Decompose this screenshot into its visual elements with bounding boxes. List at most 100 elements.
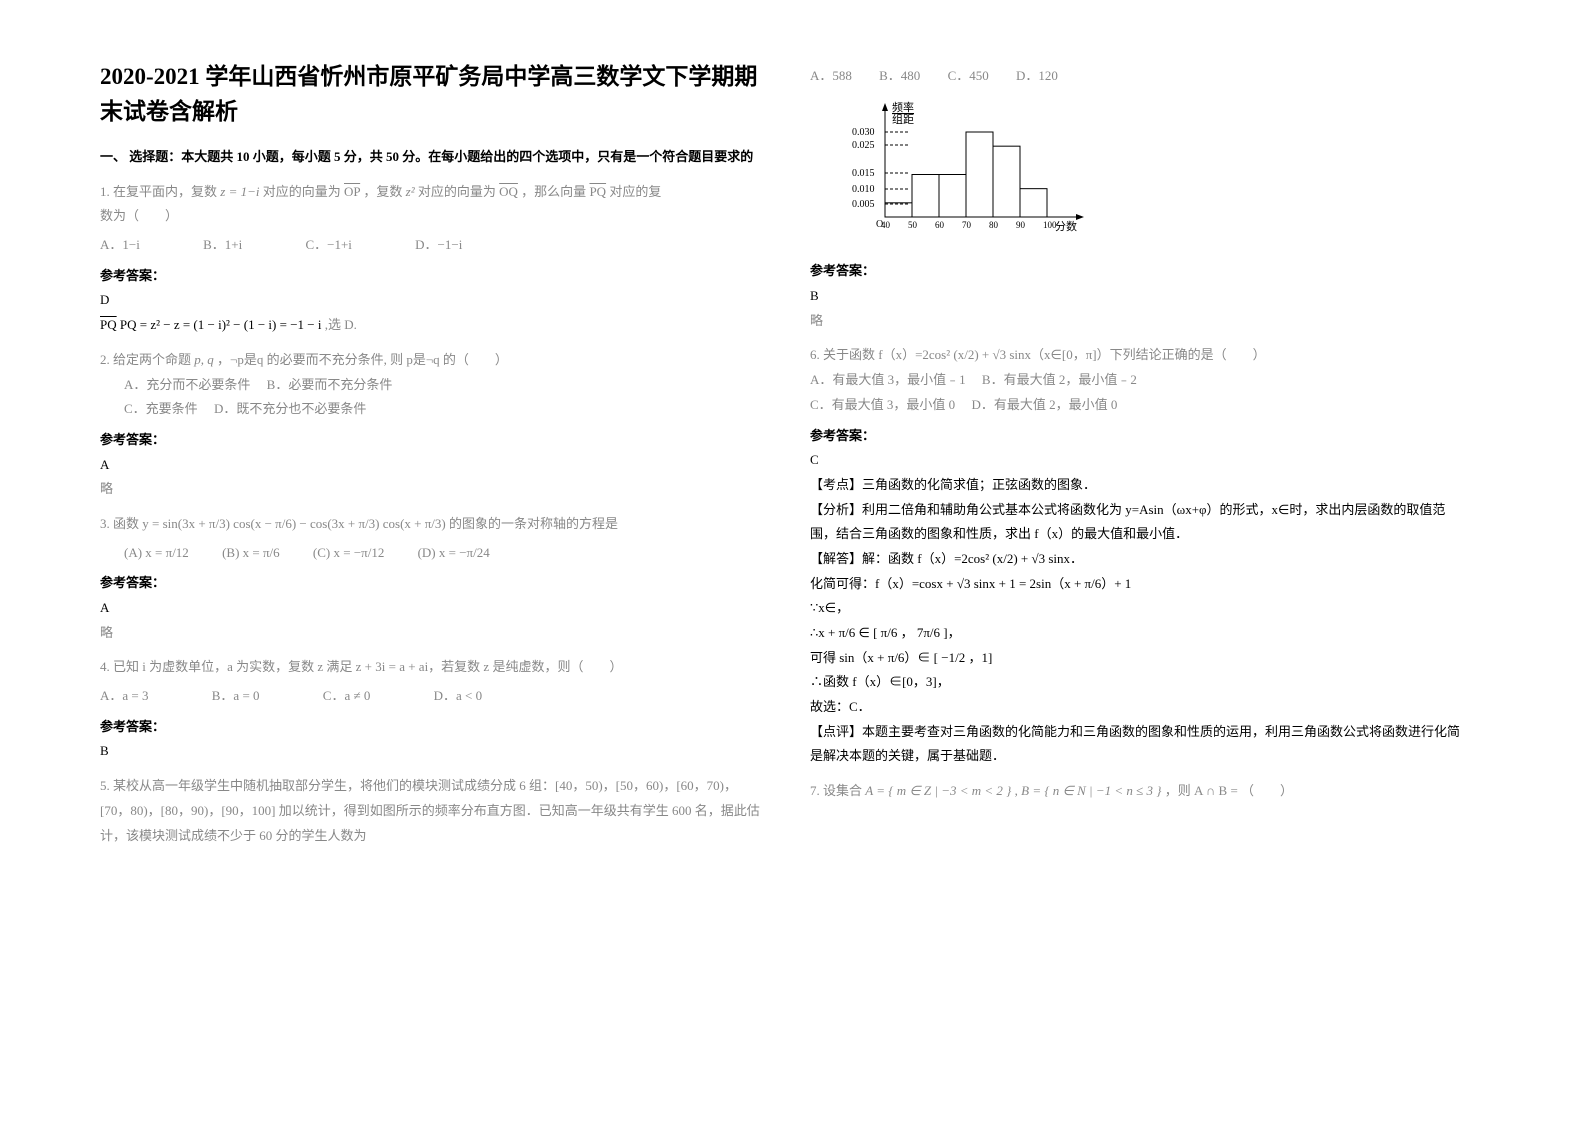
q1-opt-a: A．1−i — [100, 233, 140, 258]
q6-opt-a: A．有最大值 3，最小值﹣1 — [810, 372, 966, 387]
q7-B: B = { n ∈ N | −1 < n ≤ 3 } — [1021, 783, 1161, 798]
q6-fx: 【分析】利用二倍角和辅助角公式基本公式将函数化为 y=Asin（ωx+φ）的形式… — [810, 498, 1470, 547]
svg-text:分数: 分数 — [1055, 220, 1077, 233]
q5-opt-a: A．588 — [810, 64, 852, 89]
q6-s2: 化简可得：f（x）=cosx + √3 sinx + 1 = 2sin（x + … — [810, 572, 1470, 597]
q5-note: 略 — [810, 309, 1470, 334]
q6-dp: 【点评】本题主要考查对三角函数的化简能力和三角函数的图象和性质的运用，利用三角函… — [810, 720, 1470, 769]
q1-stem-d: 对应的向量为 — [418, 184, 496, 199]
svg-text:90: 90 — [1016, 220, 1026, 230]
q1-stem-e: ，那么向量 — [521, 184, 586, 199]
svg-text:0.010: 0.010 — [852, 184, 875, 195]
q1-stem-c: ，复数 — [363, 184, 402, 199]
q6-opt-d: D．有最大值 2，最小值 0 — [971, 397, 1117, 412]
q5-options: A．588 B．480 C．450 D．120 — [810, 64, 1470, 89]
svg-text:60: 60 — [935, 220, 945, 230]
q2-stem-a: 2. 给定两个命题 — [100, 352, 194, 367]
svg-text:频率: 频率 — [892, 100, 914, 114]
q4-ans-label: 参考答案： — [100, 715, 760, 740]
q6-stem: 6. 关于函数 f（x）=2cos² (x/2) + √3 sinx（x∈[0，… — [810, 343, 1470, 368]
q1-stem-g: 数为（ ） — [100, 204, 760, 229]
q1-z2: z² — [406, 184, 415, 199]
q1-opt-d: D．−1−i — [415, 233, 462, 258]
q1-stem-b: 对应的向量为 — [263, 184, 341, 199]
q2-opt-c: C．充要条件 — [124, 401, 198, 416]
q4-options: A．a = 3 B．a = 0 C．a ≠ 0 D．a < 0 — [100, 684, 760, 709]
q4-opt-d: D．a < 0 — [434, 684, 483, 709]
q2-pq: p, q — [194, 352, 214, 367]
q2-stem-b: ，¬p是q 的必要而不充分条件, 则 p是¬q 的（ ） — [217, 352, 508, 367]
q6-opt-b: B．有最大值 2，最小值﹣2 — [982, 372, 1137, 387]
q7-stem-b: ，则 A ∩ B = （ ） — [1165, 783, 1293, 798]
section-head: 一、 选择题：本大题共 10 小题，每小题 5 分，共 50 分。在每小题给出的… — [100, 145, 760, 170]
q7: 7. 设集合 A = { m ∈ Z | −3 < m < 2 } , B = … — [810, 779, 1470, 804]
svg-text:0.030: 0.030 — [852, 127, 875, 138]
q1-expl-eq: PQ = z² − z = (1 − i)² − (1 − i) = −1 − … — [120, 317, 322, 332]
q5-stem: 5. 某校从高一年级学生中随机抽取部分学生，将他们的模块测试成绩分成 6 组：[… — [100, 774, 760, 848]
q6-opts-row1: A．有最大值 3，最小值﹣1 B．有最大值 2，最小值﹣2 — [810, 368, 1470, 393]
q1-op: OP — [344, 184, 360, 199]
q1-options: A．1−i B．1+i C．−1+i D．−1−i — [100, 233, 760, 258]
q1-expl-tail: ,选 D. — [325, 317, 357, 332]
q4-ans: B — [100, 739, 760, 764]
q4-opt-a: A．a = 3 — [100, 684, 149, 709]
q5-ans: B — [810, 284, 1470, 309]
q6-opts-row2: C．有最大值 3，最小值 0 D．有最大值 2，最小值 0 — [810, 393, 1470, 418]
q3-ans: A — [100, 596, 760, 621]
q3-ans-label: 参考答案： — [100, 571, 760, 596]
q6-s6: ∴函数 f（x）∈[0，3]， — [810, 670, 1470, 695]
q1-opt-c: C．−1+i — [305, 233, 351, 258]
q4-stem: 4. 已知 i 为虚数单位，a 为实数，复数 z 满足 z + 3i = a +… — [100, 655, 760, 680]
q6-ans-label: 参考答案： — [810, 424, 1470, 449]
q5-opt-c: C．450 — [948, 64, 989, 89]
q2-opt-a: A．充分而不必要条件 — [124, 377, 250, 392]
q3-opt-d: (D) x = −π/24 — [418, 541, 490, 566]
histogram: 频率 组距 0.030 0.025 0.015 0.010 0.005 O 40… — [840, 97, 1100, 237]
q1-stem-a: 1. 在复平面内，复数 — [100, 184, 217, 199]
q3-opt-c: (C) x = −π/12 — [313, 541, 384, 566]
q6-kd: 【考点】三角函数的化简求值；正弦函数的图象． — [810, 473, 1470, 498]
q6-ans: C — [810, 448, 1470, 473]
q1-ans-label: 参考答案： — [100, 264, 760, 289]
q2-ans: A — [100, 453, 760, 478]
q1-expl: PQ PQ = z² − z = (1 − i)² − (1 − i) = −1… — [100, 313, 760, 338]
q3-note: 略 — [100, 621, 760, 646]
q6-s7: 故选：C． — [810, 695, 1470, 720]
svg-text:0.015: 0.015 — [852, 168, 875, 179]
q7-stem-a: 7. 设集合 — [810, 783, 865, 798]
q6-s3: ∵x∈， — [810, 596, 1470, 621]
q2-opt-b: B．必要而不充分条件 — [267, 377, 393, 392]
svg-text:0.005: 0.005 — [852, 199, 875, 210]
q3-stem: 3. 函数 y = sin(3x + π/3) cos(x − π/6) − c… — [100, 512, 760, 537]
q1-stem-f: 对应的复 — [609, 184, 661, 199]
q1-opt-b: B．1+i — [203, 233, 242, 258]
q6-s1: 【解答】解：函数 f（x）=2cos² (x/2) + √3 sinx． — [810, 547, 1470, 572]
q2-note: 略 — [100, 477, 760, 502]
q2-opt-d: D．既不充分也不必要条件 — [214, 401, 366, 416]
q5-opt-b: B．480 — [879, 64, 920, 89]
svg-text:50: 50 — [908, 220, 918, 230]
q2: 2. 给定两个命题 p, q ，¬p是q 的必要而不充分条件, 则 p是¬q 的… — [100, 348, 760, 422]
svg-text:70: 70 — [962, 220, 972, 230]
q1-oq: OQ — [499, 184, 518, 199]
q6-s4: ∴x + π/6 ∈ [ π/6 ， 7π/6 ]， — [810, 621, 1470, 646]
svg-text:0.025: 0.025 — [852, 140, 875, 151]
q3-opt-a: (A) x = π/12 — [124, 541, 189, 566]
svg-text:40: 40 — [881, 220, 891, 230]
q5-opt-d: D．120 — [1016, 64, 1058, 89]
svg-text:组距: 组距 — [892, 112, 914, 126]
q1: 1. 在复平面内，复数 z = 1−i 对应的向量为 OP ，复数 z² 对应的… — [100, 180, 760, 229]
q2-ans-label: 参考答案： — [100, 428, 760, 453]
q3-options: (A) x = π/12 (B) x = π/6 (C) x = −π/12 (… — [100, 541, 760, 566]
q1-expl-pq: PQ — [100, 317, 117, 332]
q5-ans-label: 参考答案： — [810, 259, 1470, 284]
q6-s5: 可得 sin（x + π/6）∈ [ −1/2 ，1] — [810, 646, 1470, 671]
q1-ans: D — [100, 288, 760, 313]
svg-text:80: 80 — [989, 220, 999, 230]
q3-opt-b: (B) x = π/6 — [222, 541, 280, 566]
q1-z1: z = 1−i — [220, 184, 259, 199]
q6-opt-c: C．有最大值 3，最小值 0 — [810, 397, 955, 412]
q4-opt-b: B．a = 0 — [212, 684, 260, 709]
q1-pq: PQ — [589, 184, 606, 199]
q7-A: A = { m ∈ Z | −3 < m < 2 } — [865, 783, 1011, 798]
